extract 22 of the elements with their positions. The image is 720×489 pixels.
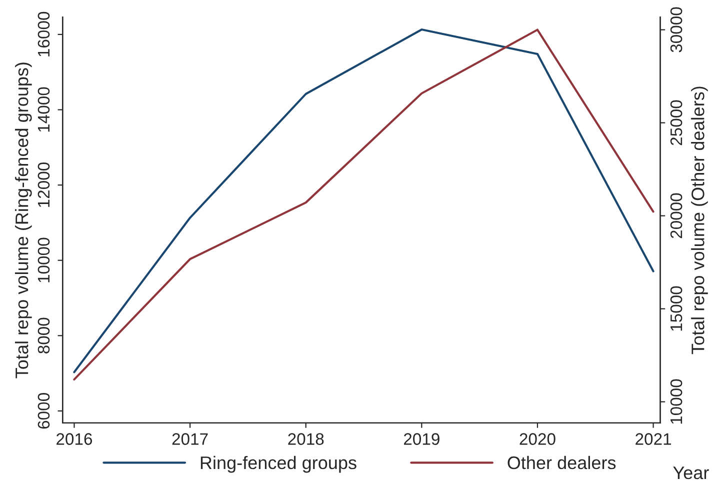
y2-axis-title: Total repo volume (Other dealers) (691, 86, 708, 354)
x-tick-label: 2017 (172, 433, 208, 445)
y2-tick-label: 20000 (670, 193, 682, 238)
x-tick-label: 2016 (56, 433, 92, 445)
legend-label: Ring-fenced groups (200, 456, 356, 473)
y-tick-label: 8000 (38, 318, 50, 354)
x-axis-title: Year (673, 466, 709, 480)
y-tick-label: 6000 (38, 393, 50, 429)
y2-tick-label: 15000 (670, 286, 682, 331)
legend-label: Other dealers (508, 456, 616, 470)
y2-tick-label: 30000 (670, 7, 682, 52)
y2-tick-label: 25000 (670, 100, 682, 146)
y-tick-label: 16000 (38, 12, 50, 56)
x-tick-label: 2020 (520, 433, 556, 445)
x-tick-label: 2021 (636, 433, 672, 445)
y-axis-title: Total repo volume (Ring-fenced groups) (14, 62, 32, 378)
y2-tick-label: 10000 (670, 379, 682, 424)
y-tick-label: 14000 (38, 87, 50, 132)
y-tick-label: 12000 (38, 162, 50, 207)
x-tick-label: 2019 (404, 433, 440, 445)
x-tick-label: 2018 (288, 433, 324, 445)
y-tick-label: 10000 (38, 238, 50, 282)
